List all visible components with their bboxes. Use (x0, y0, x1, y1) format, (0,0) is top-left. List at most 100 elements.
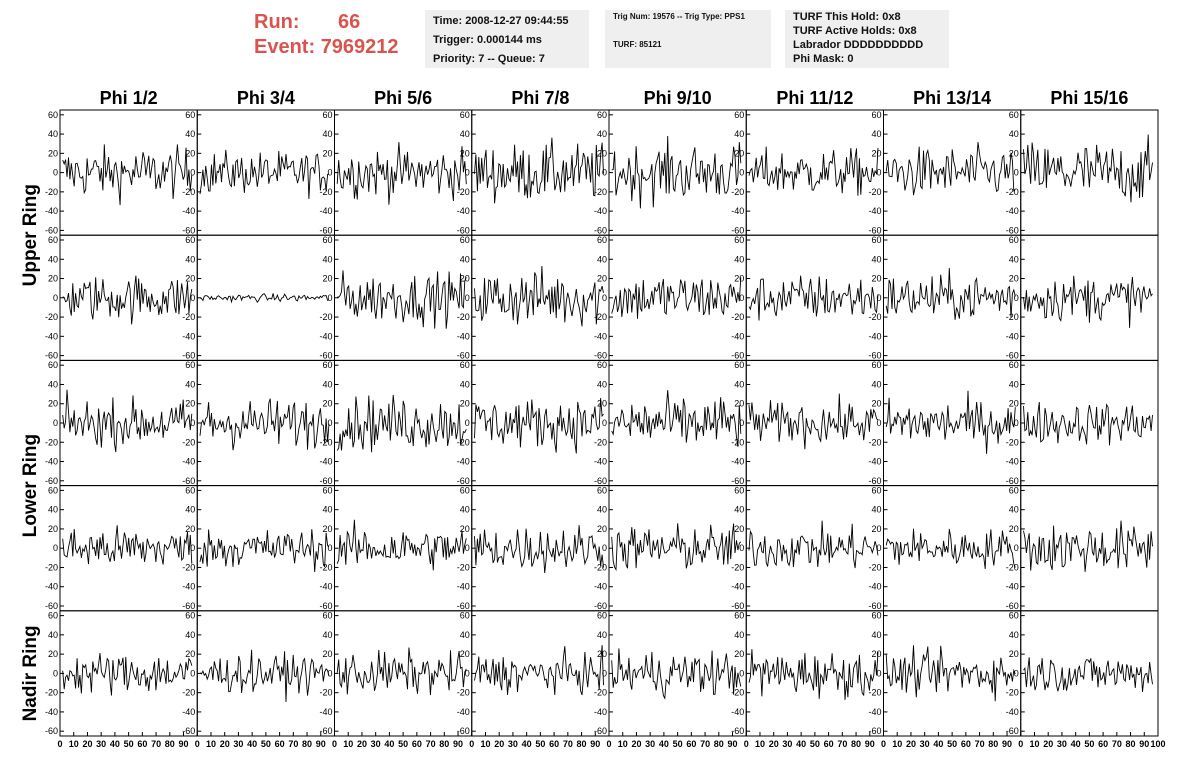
x-tick-label: 30 (920, 739, 930, 749)
x-tick-label: 40 (659, 739, 669, 749)
x-tick-label: 80 (988, 739, 998, 749)
x-tick-label: 10 (1029, 739, 1039, 749)
y-tick-label: 60 (871, 360, 881, 370)
waveform-trace (885, 268, 1016, 320)
y-tick-label: 20 (597, 274, 607, 284)
y-tick-label: 60 (734, 360, 744, 370)
y-tick-label: -20 (45, 688, 58, 698)
y-tick-label: 40 (185, 630, 195, 640)
y-tick-label: 40 (322, 505, 332, 515)
y-tick-label: 0 (602, 543, 607, 553)
y-tick-label: 0 (876, 543, 881, 553)
y-tick-label: -40 (731, 206, 744, 216)
panel-frame (196, 234, 335, 361)
y-tick-label: 40 (871, 505, 881, 515)
x-tick-label: 10 (69, 739, 79, 749)
ring-label: Upper Ring (20, 184, 41, 286)
x-tick-label: 60 (549, 739, 559, 749)
y-tick-label: -40 (182, 331, 195, 341)
y-tick-label: 0 (190, 418, 195, 428)
column-title: Phi 7/8 (511, 88, 569, 108)
x-tick-label: 90 (728, 739, 738, 749)
waveform-trace (1023, 275, 1153, 328)
y-tick-label: 60 (597, 611, 607, 621)
y-tick-label: 20 (871, 649, 881, 659)
x-tick-label: 60 (1098, 739, 1108, 749)
y-tick-label: -40 (319, 457, 332, 467)
y-tick-label: -40 (319, 206, 332, 216)
x-tick-label: 90 (316, 739, 326, 749)
y-tick-label: 60 (1009, 611, 1019, 621)
x-tick-label: 80 (714, 739, 724, 749)
y-tick-label: 60 (871, 110, 881, 120)
y-tick-label: -20 (731, 437, 744, 447)
y-tick-label: 40 (597, 630, 607, 640)
waveform-trace (748, 520, 879, 569)
waveform-trace (611, 135, 742, 209)
waveform-trace (199, 529, 330, 573)
y-tick-label: 20 (871, 524, 881, 534)
y-tick-label: -60 (1006, 726, 1019, 736)
x-tick-label: 0 (744, 739, 749, 749)
y-tick-label: -20 (868, 312, 881, 322)
y-tick-label: 60 (460, 485, 470, 495)
x-tick-label: 70 (975, 739, 985, 749)
y-tick-label: 40 (460, 379, 470, 389)
y-tick-label: 0 (465, 293, 470, 303)
x-tick-label: 30 (371, 739, 381, 749)
y-tick-label: 0 (465, 418, 470, 428)
y-tick-label: 0 (53, 168, 58, 178)
y-tick-label: 40 (1009, 379, 1019, 389)
y-tick-label: 40 (48, 254, 58, 264)
x-tick-label: 80 (1126, 739, 1136, 749)
x-tick-label: 20 (494, 739, 504, 749)
waveform-trace (748, 393, 879, 450)
y-tick-label: 0 (190, 293, 195, 303)
waveform-trace (336, 647, 467, 696)
waveform-trace (62, 275, 193, 325)
y-tick-label: -40 (594, 582, 607, 592)
panel-frame (1020, 234, 1159, 361)
y-tick-label: 60 (734, 485, 744, 495)
trigger-number-info-box: Trig Num: 19576 -- Trig Type: PPS1 TURF:… (605, 10, 771, 68)
y-tick-label: 60 (48, 611, 58, 621)
y-tick-label: 20 (48, 649, 58, 659)
y-tick-label: 60 (460, 110, 470, 120)
x-tick-label: 80 (439, 739, 449, 749)
y-tick-label: 20 (734, 649, 744, 659)
y-tick-label: 40 (597, 129, 607, 139)
x-tick-label: 70 (151, 739, 161, 749)
y-tick-label: 0 (876, 418, 881, 428)
x-tick-label: 60 (137, 739, 147, 749)
x-tick-label: 50 (947, 739, 957, 749)
x-tick-label: 20 (906, 739, 916, 749)
y-tick-label: -40 (45, 206, 58, 216)
waveform-trace (62, 525, 193, 565)
y-tick-label: -60 (457, 351, 470, 361)
y-tick-label: -60 (868, 726, 881, 736)
y-tick-label: -60 (731, 601, 744, 611)
y-tick-label: 20 (597, 524, 607, 534)
column-title: Phi 9/10 (644, 88, 712, 108)
x-tick-label: 10 (892, 739, 902, 749)
turf-active-text: TURF Active Holds: 0x8 (793, 25, 917, 37)
y-tick-label: 0 (602, 668, 607, 678)
y-tick-label: 60 (871, 485, 881, 495)
waveform-trace (199, 649, 330, 703)
waveform-trace (474, 137, 604, 204)
y-tick-label: -20 (868, 437, 881, 447)
y-tick-label: 20 (460, 148, 470, 158)
x-tick-label: 50 (124, 739, 134, 749)
y-tick-label: 40 (48, 379, 58, 389)
x-tick-label: 70 (1112, 739, 1122, 749)
y-tick-label: -60 (319, 351, 332, 361)
y-tick-label: 0 (190, 168, 195, 178)
panel-frame (196, 109, 335, 236)
y-tick-label: 40 (871, 254, 881, 264)
x-tick-label: 30 (782, 739, 792, 749)
y-tick-label: 40 (871, 129, 881, 139)
y-tick-label: -60 (457, 476, 470, 486)
y-tick-label: 20 (1009, 148, 1019, 158)
y-tick-label: -20 (1006, 187, 1019, 197)
y-tick-label: -40 (182, 707, 195, 717)
